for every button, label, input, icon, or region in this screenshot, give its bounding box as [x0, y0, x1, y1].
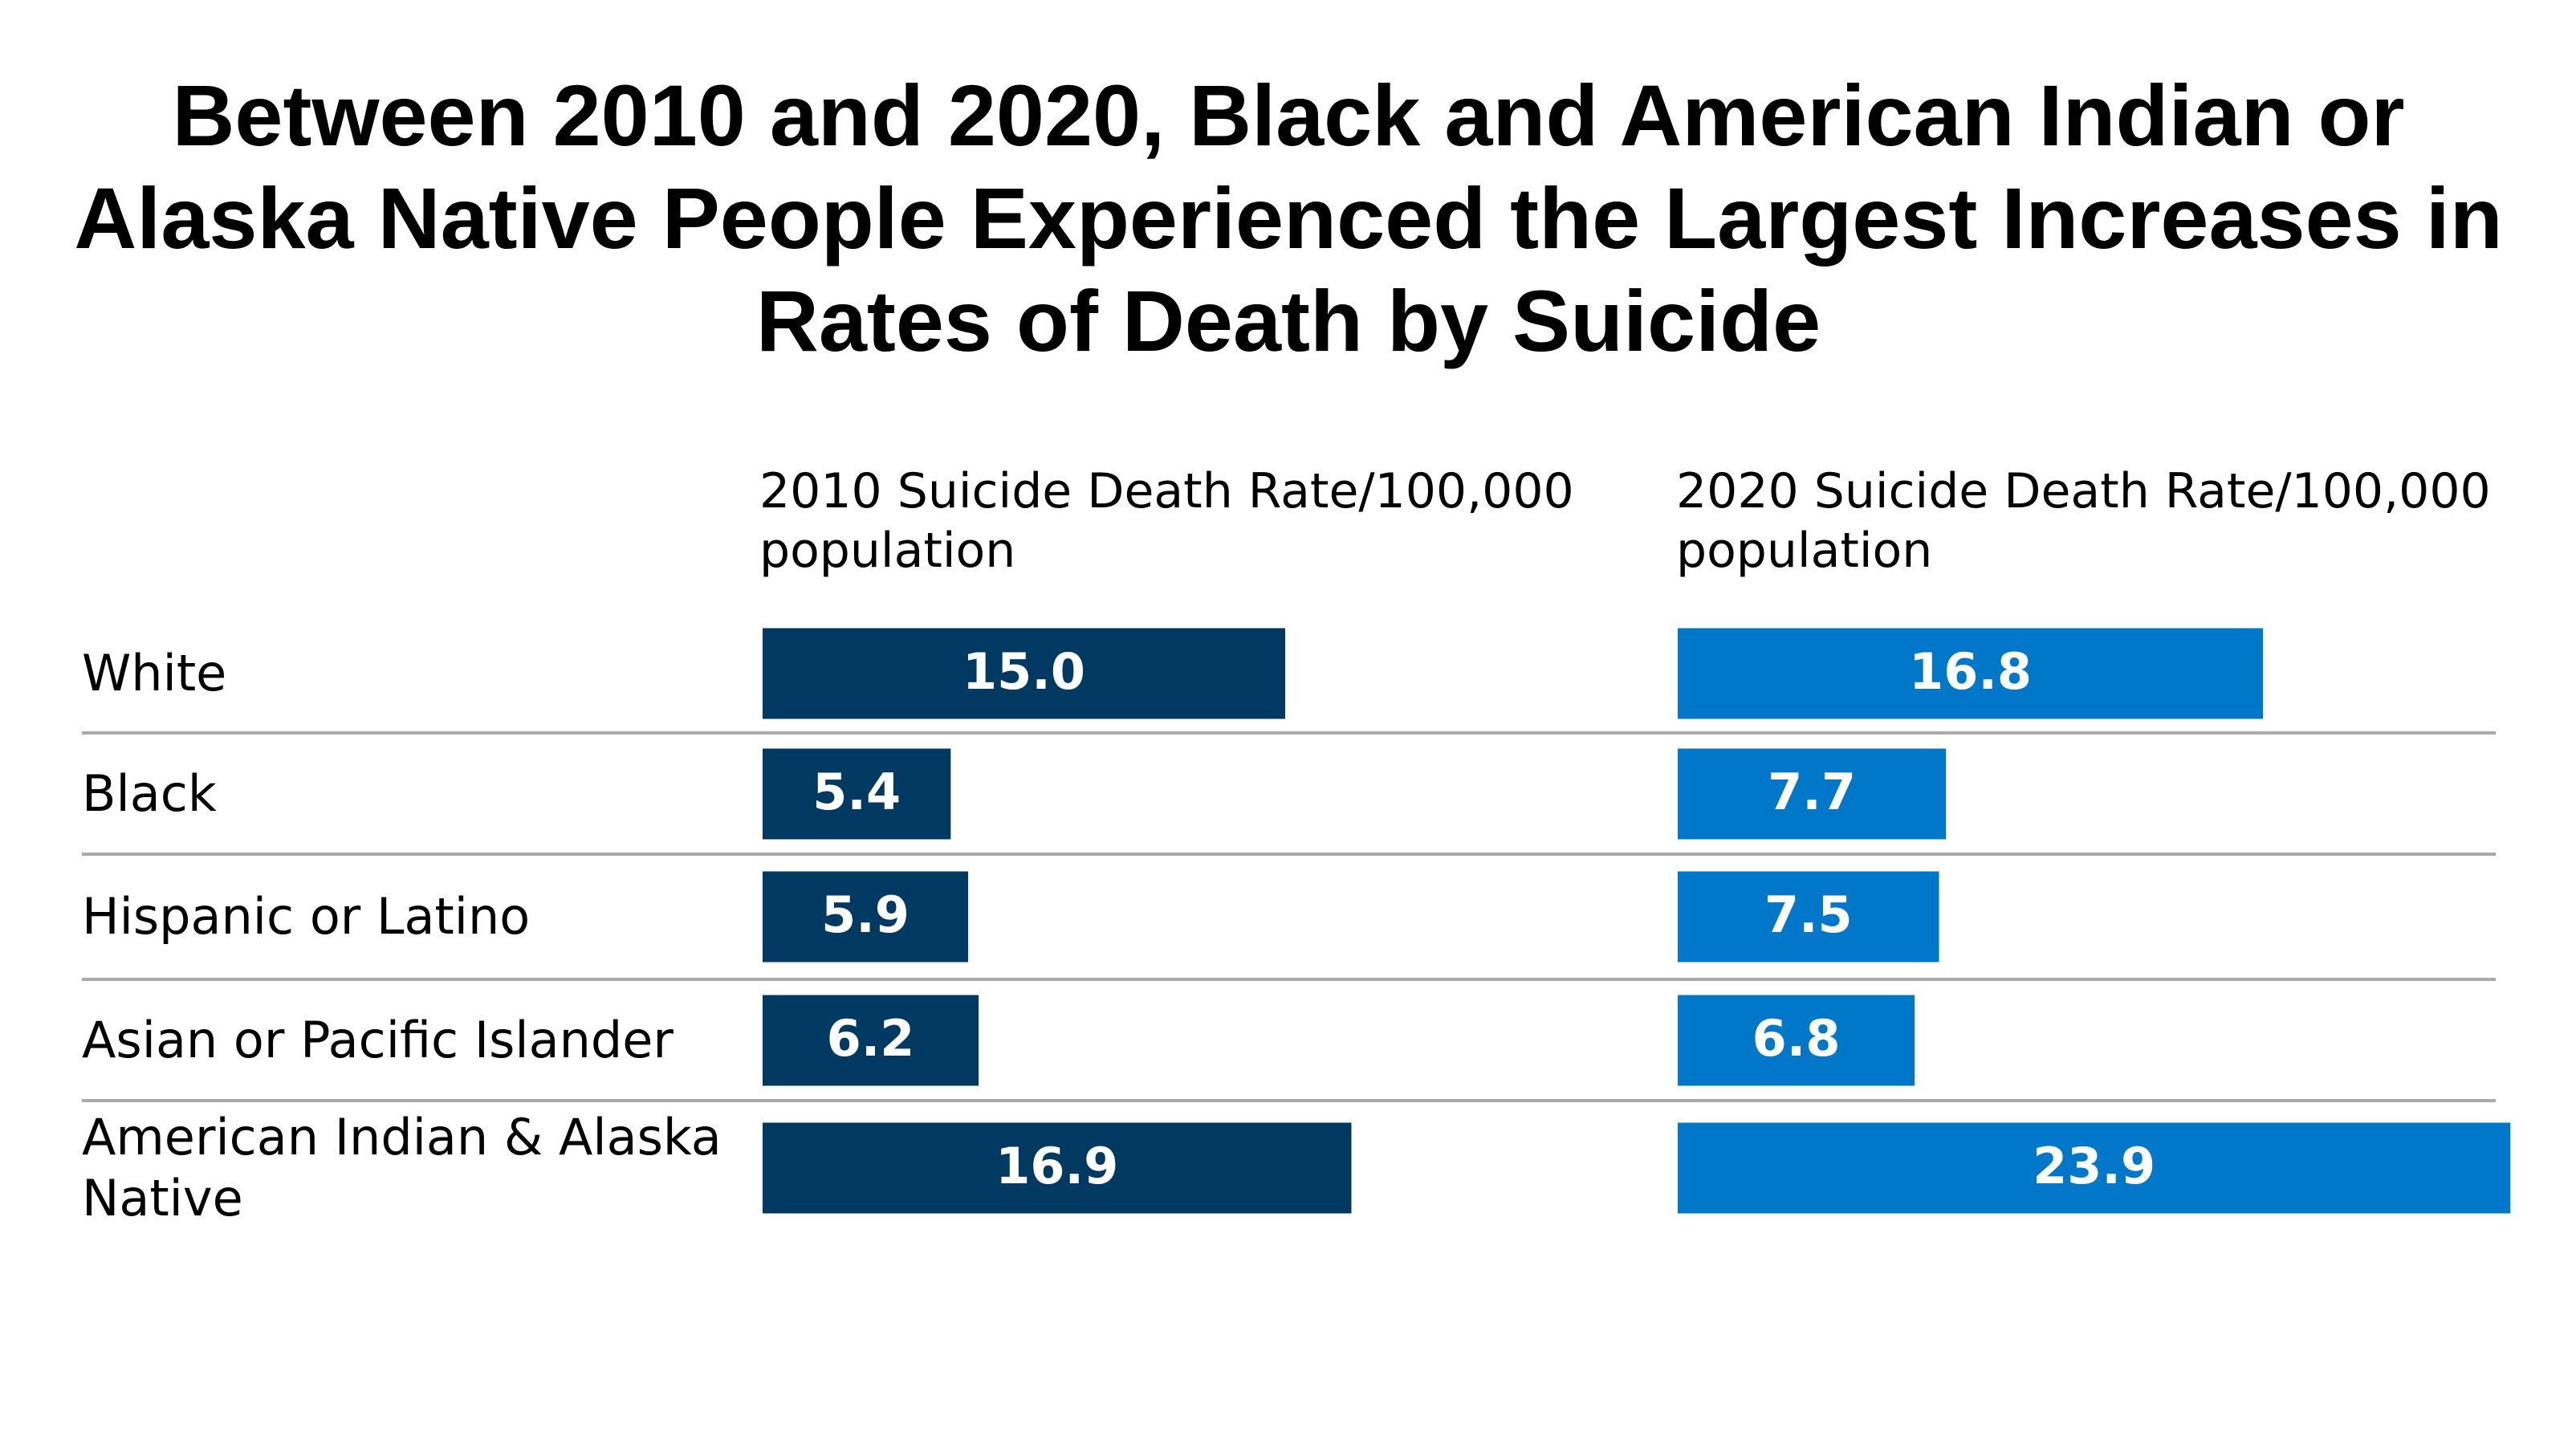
- bar: [763, 628, 1285, 719]
- bar: [1678, 748, 1947, 840]
- bar: [1678, 1122, 2511, 1214]
- category-label: Black: [82, 764, 217, 823]
- value-label: 23.9: [2033, 1137, 2155, 1195]
- bar: [1678, 871, 1939, 963]
- value-label: 5.9: [821, 885, 910, 944]
- category-label: Hispanic or Latino: [82, 887, 531, 946]
- bar: [763, 1122, 1352, 1214]
- bar: [763, 995, 979, 1086]
- category-label: Asian or Pacific Islander: [82, 1011, 674, 1069]
- category-label: White: [82, 644, 227, 702]
- category-label: American Indian & Alaska Native: [82, 1108, 722, 1227]
- bar: [763, 871, 969, 963]
- bar: [1678, 995, 1915, 1086]
- value-label: 7.7: [1768, 763, 1856, 821]
- value-label: 16.9: [995, 1137, 1118, 1195]
- bar: [763, 748, 951, 840]
- value-label: 6.8: [1752, 1009, 1841, 1068]
- value-label: 5.4: [812, 763, 901, 821]
- bar: [1678, 628, 2264, 719]
- series-header: 2010 Suicide Death Rate/100,000 populati…: [759, 463, 1574, 579]
- value-label: 15.0: [962, 642, 1085, 701]
- value-label: 16.8: [1909, 642, 2032, 701]
- chart-title: Between 2010 and 2020, Black and America…: [74, 67, 2503, 369]
- value-label: 6.2: [827, 1009, 915, 1068]
- value-label: 7.5: [1764, 885, 1853, 944]
- series-header: 2020 Suicide Death Rate/100,000 populati…: [1676, 463, 2491, 579]
